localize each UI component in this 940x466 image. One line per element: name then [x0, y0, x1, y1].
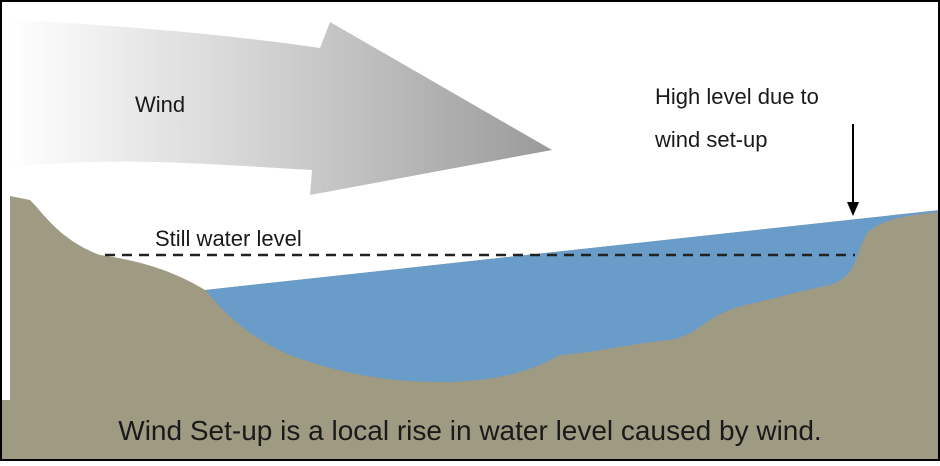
high-level-label: wind set-up [654, 127, 768, 152]
caption: Wind Set-up is a local rise in water lev… [118, 415, 821, 446]
diagram: Still water level Wind High level due to… [0, 0, 940, 461]
still-water-label: Still water level [155, 226, 302, 251]
wind-label: Wind [135, 92, 185, 117]
high-level-label: High level due to [655, 84, 819, 109]
